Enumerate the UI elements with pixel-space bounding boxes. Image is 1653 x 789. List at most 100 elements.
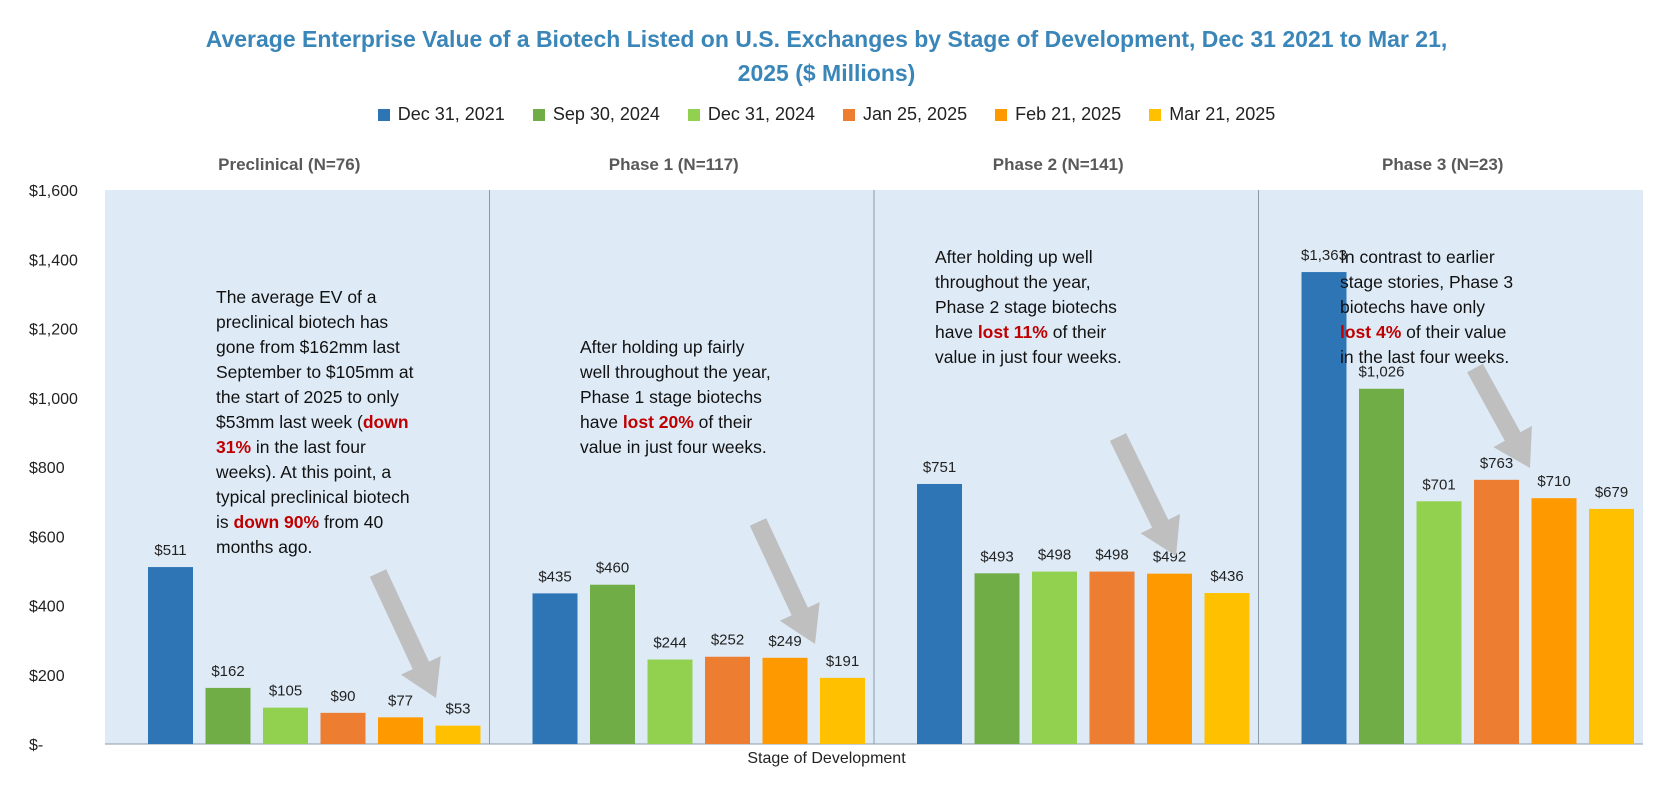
legend-label: Dec 31, 2024 [707, 104, 815, 124]
data-label: $710 [1537, 473, 1570, 490]
bar [1416, 501, 1462, 744]
bar [1032, 571, 1077, 744]
chart-title-line1: Average Enterprise Value of a Biotech Li… [205, 26, 1448, 52]
arrow-icon [1109, 433, 1180, 556]
annotation-segment: In contrast to earlier [1340, 247, 1495, 267]
annotation-segment: the start of 2025 to only [216, 387, 399, 407]
data-label: $252 [711, 632, 744, 649]
data-label: $493 [980, 548, 1013, 565]
legend-swatch [995, 108, 1008, 121]
chart-title: Average Enterprise Value of a Biotech Li… [0, 22, 1653, 90]
legend-swatch [1149, 108, 1162, 121]
arrow-icon [1467, 363, 1532, 468]
legend-item: Mar 21, 2025 [1149, 104, 1275, 125]
annotation-segment: in the last four weeks. [1340, 347, 1510, 367]
x-axis-label: Stage of Development [747, 750, 906, 767]
legend-swatch [532, 108, 545, 121]
annotation-highlight: lost 11% [977, 322, 1048, 342]
legend-item: Dec 31, 2021 [377, 104, 505, 125]
y-tick-label: $1,200 [29, 322, 78, 339]
data-label: $460 [596, 560, 629, 577]
y-tick-label: $1,600 [29, 183, 78, 200]
annotation-segment: typical preclinical biotech [216, 487, 410, 507]
annotation-segment: stage stories, Phase 3 [1340, 272, 1514, 292]
bar [378, 717, 423, 744]
annotation-segment: gone from $162mm last [216, 337, 400, 357]
bar [647, 659, 693, 744]
legend-item: Sep 30, 2024 [532, 104, 660, 125]
y-tick-label: $- [29, 737, 43, 754]
legend-item: Dec 31, 2024 [687, 104, 815, 125]
y-tick-label: $800 [29, 460, 65, 477]
legend-label: Feb 21, 2025 [1015, 104, 1122, 124]
annotation-segment: of their [1047, 322, 1107, 342]
panel-title: Phase 1 (N=117) [609, 155, 739, 174]
y-tick-label: $1,400 [29, 252, 78, 269]
bar [1589, 508, 1634, 744]
bar [435, 725, 481, 744]
bar [320, 712, 366, 744]
data-label: $191 [826, 653, 859, 670]
legend-item: Feb 21, 2025 [995, 104, 1121, 125]
annotation-segment: have [935, 322, 978, 342]
legend-item: Jan 25, 2025 [843, 104, 967, 125]
annotation-segment: The average EV of a [216, 287, 377, 307]
legend-label: Sep 30, 2024 [552, 104, 660, 124]
bar [1301, 272, 1347, 744]
annotation-text: After holding up fairly well throughout t… [580, 335, 771, 460]
bar [974, 573, 1020, 744]
legend-label: Mar 21, 2025 [1169, 104, 1276, 124]
annotation-highlight: 31% [216, 437, 252, 457]
bar [263, 707, 308, 744]
y-tick-label: $200 [29, 668, 65, 685]
annotation-text: After holding up well throughout the year… [935, 245, 1122, 370]
y-tick-label: $600 [29, 529, 65, 546]
annotation-segment: of their [693, 412, 753, 432]
annotation-segment: is [216, 512, 234, 532]
annotation-segment: of their value [1401, 322, 1507, 342]
legend-label: Jan 25, 2025 [863, 104, 968, 124]
annotation-segment: in the last four [251, 437, 366, 457]
bar [590, 584, 635, 744]
annotation-segment: weeks). At this point, a [216, 462, 392, 482]
data-label: $90 [330, 688, 355, 705]
chart-title-line2: 2025 ($ Millions) [737, 60, 916, 86]
panel-title: Phase 2 (N=141) [993, 155, 1124, 174]
annotation-segment: from 40 [319, 512, 384, 532]
data-label: $435 [538, 568, 571, 585]
bar [1204, 593, 1250, 744]
annotation-segment: value in just four weeks. [935, 347, 1122, 367]
data-label: $751 [923, 459, 956, 476]
panel-title: Preclinical (N=76) [218, 155, 360, 174]
data-label: $244 [653, 635, 686, 652]
annotation-segment: value in just four weeks. [580, 437, 767, 457]
annotation-segment: After holding up well [935, 247, 1093, 267]
annotation-segment: preclinical biotech has [216, 312, 389, 332]
data-label: $105 [269, 683, 302, 700]
annotation-segment: well throughout the year, [580, 362, 771, 382]
data-label: $77 [388, 692, 413, 709]
annotation-segment: months ago. [216, 537, 313, 557]
y-tick-label: $400 [29, 599, 65, 616]
arrow-icon [369, 569, 441, 698]
annotation-text: The average EV of a preclinical biotech h… [216, 285, 413, 560]
bar [1474, 479, 1519, 744]
annotation-text: In contrast to earlier stage stories, Pha… [1340, 245, 1513, 370]
legend-swatch [843, 108, 855, 121]
legend: Dec 31, 2021 Sep 30, 2024 Dec 31, 2024 Jan … [0, 104, 1653, 125]
data-label: $679 [1595, 484, 1628, 501]
bar [205, 687, 251, 744]
bar [762, 657, 808, 744]
annotation-segment: biotechs have only [1340, 297, 1485, 317]
data-label: $511 [154, 542, 186, 559]
annotation-segment: Phase 1 stage biotechs [580, 387, 762, 407]
data-label: $492 [1153, 549, 1186, 566]
data-label: $249 [768, 633, 801, 650]
annotation-segment: After holding up fairly [580, 337, 745, 357]
arrow-icon [749, 518, 820, 644]
annotation-highlight: lost 4% [1340, 322, 1402, 342]
annotation-highlight: down 90% [233, 512, 320, 532]
annotation-highlight: lost 20% [622, 412, 694, 432]
data-label: $498 [1095, 547, 1128, 564]
